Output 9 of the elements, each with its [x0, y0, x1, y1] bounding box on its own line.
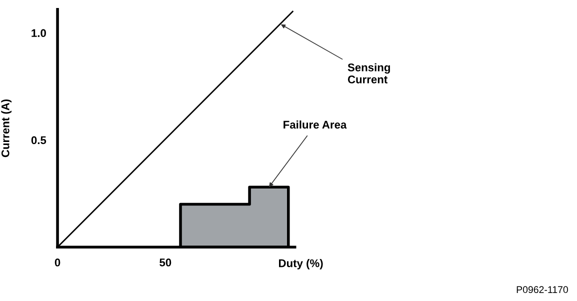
y-tick-label: 0.5 [31, 136, 46, 144]
annotation: Failure Area [284, 120, 347, 129]
x-axis-title: Duty (%) [279, 259, 323, 270]
x-tick-label: 0 [54, 258, 60, 266]
x-tick-label: 50 [160, 258, 172, 266]
text: P0962-1170 [516, 286, 568, 294]
annotation: Sensing Current [348, 63, 390, 84]
y-axis-title: Current (A) [1, 99, 12, 158]
y-tick-label: 1.0 [32, 29, 46, 38]
